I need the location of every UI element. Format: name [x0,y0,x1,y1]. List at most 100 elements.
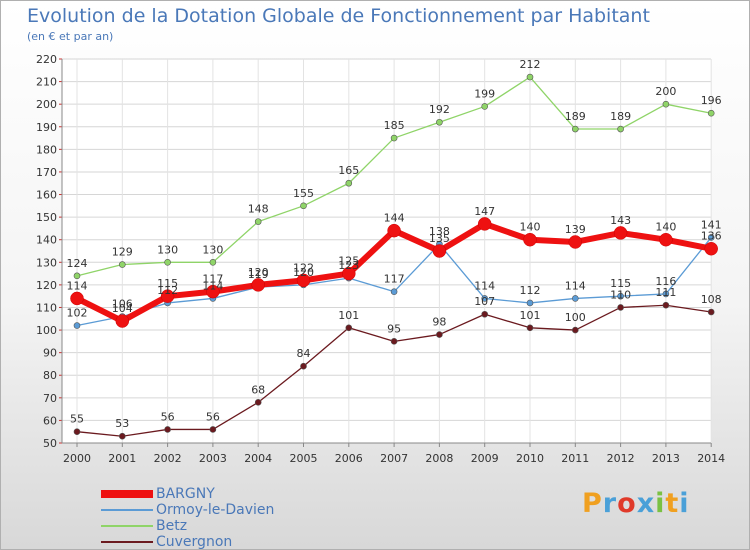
legend-swatch-bargny [101,490,153,498]
data-point [70,291,84,306]
data-point [390,338,398,345]
data-label: 122 [293,261,314,274]
data-label: 98 [432,316,446,329]
data-point [526,324,534,332]
y-tick-label: 90 [43,347,57,360]
y-tick-label: 150 [36,211,57,224]
data-point [432,244,447,258]
chart-subtitle: (en € et par an) [27,30,114,43]
data-point [390,288,398,295]
legend-label-bargny: BARGNY [156,486,215,502]
y-tick-label: 160 [36,189,57,202]
x-tick-label: 2002 [154,452,182,465]
y-tick-label: 60 [43,414,57,427]
x-tick-label: 2009 [471,452,499,465]
data-label: 140 [655,221,676,234]
data-label: 115 [157,277,178,290]
data-label: 189 [565,110,586,123]
y-tick-label: 110 [36,301,57,314]
data-label: 115 [610,277,631,290]
data-label: 112 [520,284,541,297]
logo-letter: P [582,488,603,519]
y-tick-label: 120 [36,279,57,292]
y-tick-label: 180 [36,143,57,156]
data-point [659,232,673,247]
data-label: 123 [338,259,359,272]
data-point [345,324,353,332]
data-point [342,266,356,281]
data-label: 119 [248,268,269,281]
data-point [704,241,718,256]
x-tick-label: 2008 [425,452,453,465]
data-label: 104 [112,302,133,315]
data-point [73,322,81,329]
data-label: 111 [655,286,676,299]
data-label: 84 [297,347,311,360]
data-label: 125 [338,255,359,268]
data-point [206,284,220,299]
data-point [296,273,311,288]
data-point [390,134,398,142]
data-point [523,232,537,247]
data-label: 114 [202,279,223,292]
data-point [662,290,670,298]
data-point [526,299,534,307]
data-label: 148 [248,203,269,216]
data-point [436,118,443,126]
x-tick-label: 2004 [244,452,272,465]
data-point [477,217,492,231]
data-label: 53 [115,417,129,430]
y-tick-label: 200 [36,98,57,111]
x-tick-label: 2006 [335,452,363,465]
y-tick-label: 210 [36,76,57,89]
data-point [254,399,262,406]
data-label: 107 [474,295,495,308]
data-label: 147 [474,205,495,218]
data-point [73,272,81,280]
data-label: 135 [429,232,450,245]
data-label: 100 [565,311,586,324]
data-label: 102 [67,307,88,320]
data-point [387,223,401,238]
data-label: 114 [67,279,88,292]
y-tick-label: 130 [36,256,57,269]
data-point [662,301,670,309]
data-label: 95 [387,322,401,335]
legend-label-ormoy: Ormoy-le-Davien [156,502,275,518]
x-tick-label: 2010 [516,452,544,465]
data-label: 116 [655,275,676,288]
data-label: 106 [112,298,133,311]
data-label: 101 [520,309,541,322]
data-point [571,326,579,334]
data-point [160,289,175,303]
data-label: 212 [520,58,541,71]
data-label: 155 [293,187,314,200]
data-point [526,73,534,81]
data-point [617,292,624,300]
y-tick-label: 80 [43,369,57,382]
data-label: 124 [67,257,88,270]
data-point [254,218,262,225]
x-tick-label: 2011 [561,452,589,465]
data-label: 68 [251,383,265,396]
data-label: 189 [610,110,631,123]
data-point [481,295,489,302]
data-label: 139 [565,223,586,236]
data-point [481,103,489,110]
y-tick-label: 70 [43,392,57,405]
x-tick-label: 2013 [652,452,680,465]
data-point [613,226,628,240]
y-tick-label: 190 [36,121,57,134]
data-label: 144 [384,212,405,225]
x-tick-label: 2001 [108,452,136,465]
y-tick-label: 140 [36,234,57,247]
x-tick-label: 2005 [290,452,318,465]
data-label: 108 [701,293,722,306]
data-point [164,426,171,433]
data-label: 112 [157,284,178,297]
data-label: 185 [384,119,405,132]
y-tick-label: 170 [36,166,57,179]
logo-letter: i [655,488,666,519]
